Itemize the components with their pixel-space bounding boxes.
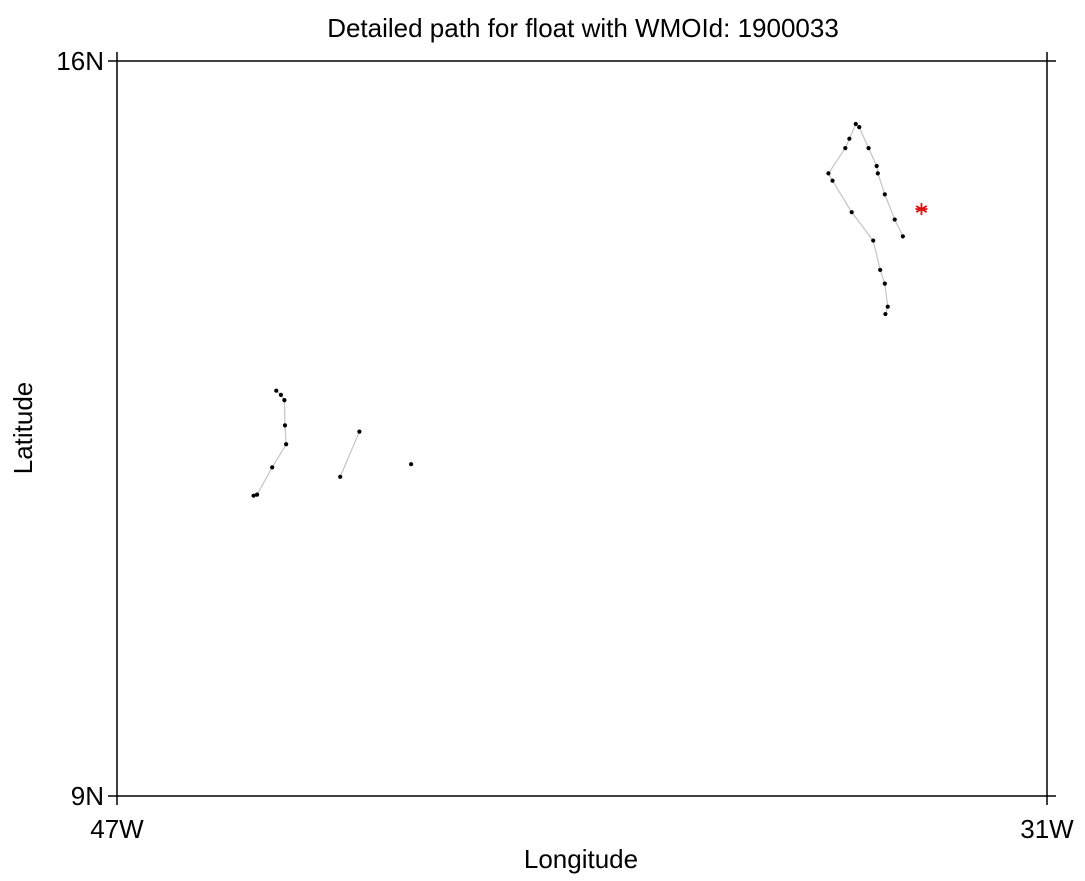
- path-point: [274, 388, 279, 393]
- path-point: [882, 281, 887, 286]
- path-segment: [253, 390, 287, 497]
- tick-labels: 47W 31W 9N 16N: [56, 46, 1074, 844]
- path-point: [885, 304, 890, 309]
- y-axis-label: Latitude: [8, 382, 38, 475]
- y-tick-label: 9N: [71, 781, 104, 811]
- path-point: [282, 398, 287, 403]
- latest-position-marker: [915, 203, 928, 216]
- x-axis-label: Longitude: [524, 844, 638, 874]
- path-point: [357, 429, 362, 434]
- path-point: [251, 493, 256, 498]
- path-point: [900, 234, 905, 239]
- path-point: [878, 267, 883, 273]
- path-point: [882, 192, 887, 197]
- path-point: [847, 136, 852, 141]
- path-point: [853, 121, 858, 127]
- x-tick-label: 47W: [90, 814, 144, 844]
- path-point: [338, 474, 343, 479]
- float-path-lines: [253, 122, 904, 497]
- path-point: [826, 171, 831, 176]
- path-point: [278, 392, 284, 397]
- float-path-points: [251, 121, 905, 498]
- latest-position-star: [915, 203, 928, 216]
- plot-frame: [116, 60, 1048, 797]
- y-tick-label: 16N: [56, 46, 104, 76]
- path-segment: [827, 122, 904, 315]
- chart-title: Detailed path for float with WMOId: 1900…: [327, 13, 839, 43]
- path-point: [874, 163, 879, 169]
- path-point: [875, 171, 880, 176]
- path-point: [830, 178, 835, 183]
- path-point: [254, 492, 260, 497]
- path-point: [270, 465, 275, 470]
- path-point: [843, 146, 848, 151]
- path-point: [871, 238, 876, 243]
- path-point: [857, 125, 862, 130]
- path-point: [866, 146, 871, 151]
- path-point: [282, 423, 288, 428]
- axis-ticks: [108, 52, 1056, 805]
- path-point: [849, 210, 854, 215]
- plot-border: [116, 60, 1048, 797]
- path-segment: [339, 431, 360, 478]
- path-point: [409, 462, 414, 467]
- path-point: [284, 442, 289, 447]
- path-point: [892, 217, 897, 222]
- path-point: [883, 311, 888, 317]
- x-tick-label: 31W: [1020, 814, 1074, 844]
